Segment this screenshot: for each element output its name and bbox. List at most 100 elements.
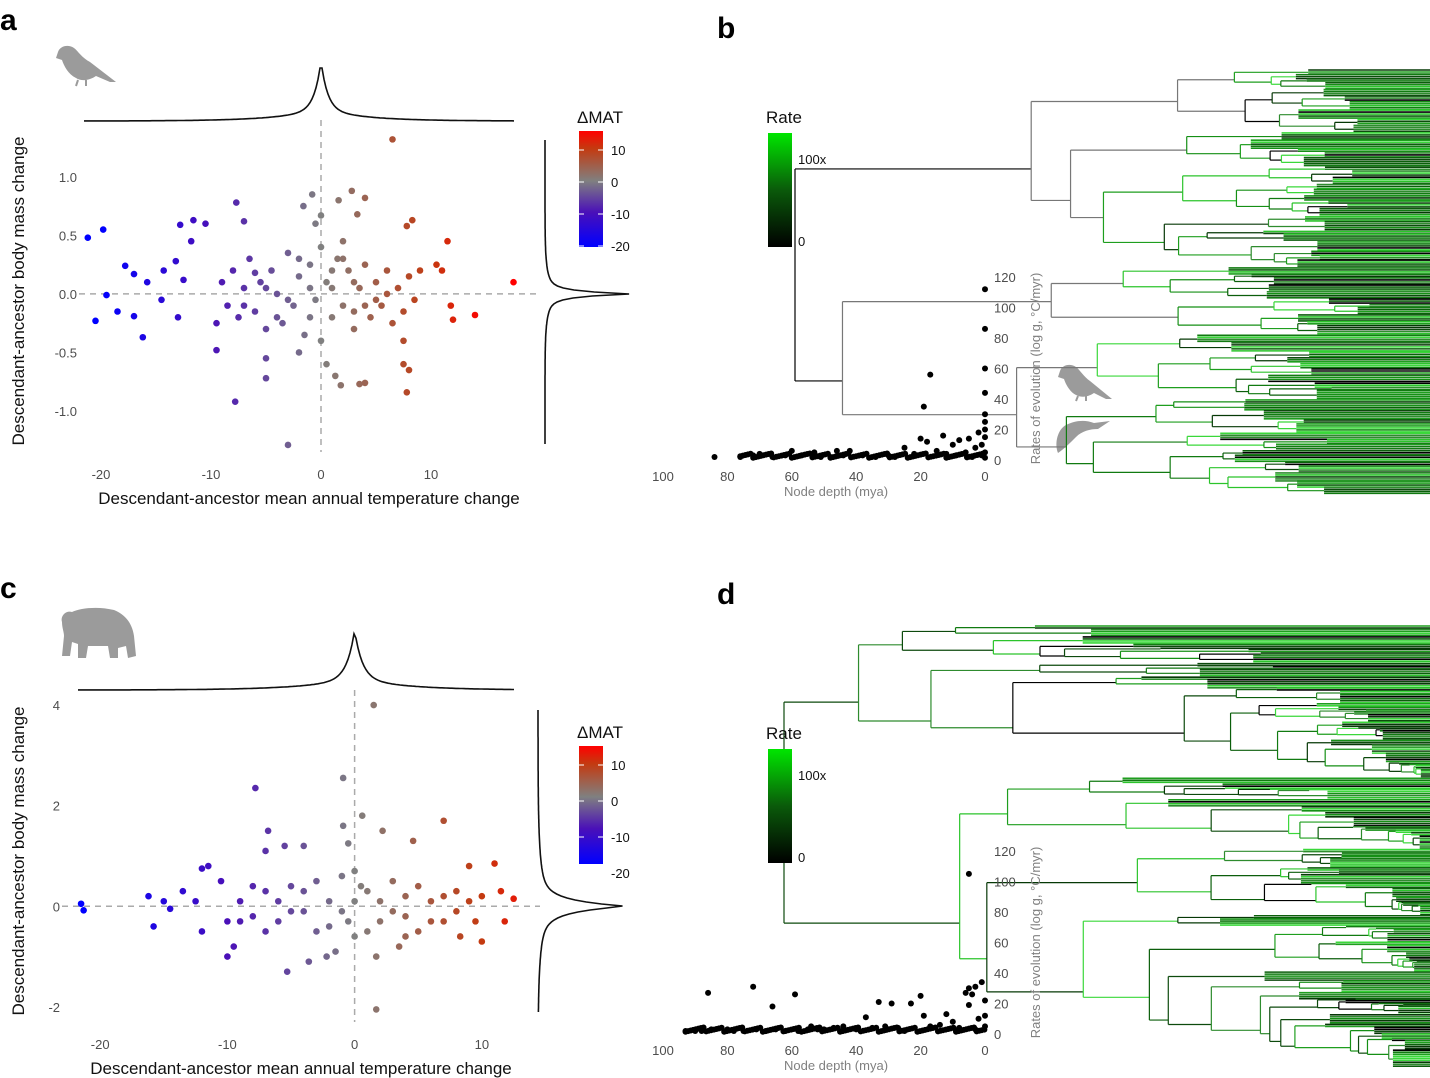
inset-y-tick-label: 40 [994,392,1008,407]
data-point [332,372,339,380]
inset-data-point [750,983,757,990]
data-point [361,261,369,268]
inset-data-point [978,441,985,448]
data-point [268,267,275,274]
data-point [411,296,418,304]
inset-data-point [962,989,969,996]
data-point [449,316,457,323]
inset-data-point [949,1018,956,1025]
data-point [501,918,509,925]
legend-label: -20 [611,866,630,881]
top-marginal-density [84,67,515,122]
inset-y-tick-label: 100 [994,875,1016,890]
data-point [218,278,226,286]
inset-data-point [972,444,979,451]
data-point [402,892,409,900]
inset-y-tick-label: 40 [994,966,1008,981]
data-point [357,882,365,890]
inset-data-point [982,997,988,1004]
inset-y-tick-label: 60 [994,362,1008,377]
legend-title: ΔMAT [577,108,623,127]
inset-data-point [965,1002,972,1009]
data-point [433,261,440,268]
legend-colorbar [579,746,603,864]
data-point [389,877,397,885]
data-point [313,928,320,935]
inset-y-tick-label: 20 [994,997,1008,1012]
right-marginal-density [537,710,623,1012]
data-point [372,1006,380,1013]
inset-data-point [924,438,931,445]
data-point [213,319,220,327]
data-point [402,933,409,940]
data-point [361,302,369,309]
inset-x-tick-label: 40 [849,469,863,484]
top-marginal-density [78,631,514,691]
data-point [339,822,347,830]
data-point [453,908,460,915]
data-point [312,296,319,304]
panel-b-tree-and-inset: Rate 100x 0 100 80 60 40 20 0 120 100 80 60 40 20 0 Node… [652,69,1430,499]
inset-data-point [972,983,979,990]
data-point [409,837,417,845]
y-tick-label: 0.0 [59,287,77,302]
inset-y-tick-label: 120 [994,270,1016,285]
inset-x-axis-title: Node depth (mya) [784,484,888,499]
data-point [328,284,336,292]
data-point [262,847,269,855]
inset-x-tick-label: 20 [913,1043,927,1058]
inset-data-point [965,985,972,992]
data-point [335,196,342,204]
data-point [262,374,270,382]
data-point [295,349,303,356]
inset-data-point [949,441,956,448]
data-point [339,302,347,309]
data-point [427,897,435,905]
legend-label: 0 [611,794,618,809]
inset-y-tick-label: 60 [994,936,1008,951]
data-point [273,314,281,321]
inset-data-point [907,1000,914,1007]
inset-data-point [982,418,988,425]
data-point [510,278,517,286]
data-point [295,273,303,280]
data-point [92,317,99,325]
data-point [372,953,380,960]
rate-legend-label: 100x [798,768,827,783]
data-point [323,360,330,368]
data-point [158,296,165,304]
data-point [176,221,184,229]
data-point [312,220,319,227]
y-tick-label: 0 [53,899,60,914]
data-point [394,284,402,292]
bear-silhouette-icon [61,607,136,658]
data-point [251,308,259,315]
y-tick-label: -1.0 [55,404,77,419]
data-point [339,774,347,782]
inset-data-point [982,434,988,441]
data-point [230,943,238,950]
data-point [233,199,240,206]
legend-label: 10 [611,758,625,773]
data-point [114,308,121,315]
inset-x-axis-title: Node depth (mya) [784,1058,888,1073]
inset-x-tick-label: 20 [913,469,927,484]
inset-data-point [982,411,988,418]
panel-label-b: b [717,12,735,45]
data-point [344,918,352,925]
inset-y-axis-title: Rates of evolution (log g, °C/myr) [1028,847,1043,1039]
data-point [143,278,151,286]
data-point [273,290,281,298]
data-point [224,302,231,309]
data-point [334,255,341,263]
data-point [350,308,358,315]
data-point [224,953,231,960]
data-point [84,234,92,242]
data-point [383,267,391,274]
data-point [376,897,384,905]
data-point [251,269,259,277]
data-point [356,284,363,292]
data-point [376,918,384,925]
data-point [409,216,416,224]
